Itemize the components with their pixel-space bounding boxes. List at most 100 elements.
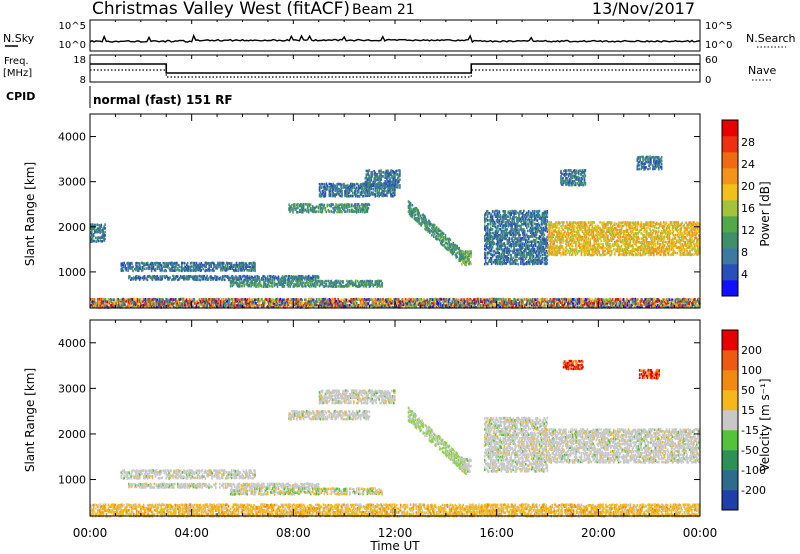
range-cell (506, 255, 508, 258)
range-cell (306, 203, 309, 207)
range-cell (356, 191, 359, 194)
range-cell (241, 275, 244, 279)
range-cell (538, 209, 541, 213)
range-cell (484, 251, 487, 255)
range-cell (495, 235, 498, 238)
range-cell (271, 282, 274, 285)
range-cell (391, 169, 393, 173)
range-cell (341, 210, 343, 214)
range-cell (453, 247, 456, 251)
range-cell (171, 278, 173, 282)
range-cell (162, 261, 165, 265)
range-cell (681, 221, 683, 225)
range-cell (337, 191, 339, 194)
range-cell (174, 261, 176, 265)
range-cell (410, 215, 413, 218)
range-cell (224, 264, 227, 267)
range-cell (496, 219, 499, 222)
range-cell (229, 263, 232, 267)
range-cell (338, 182, 340, 186)
range-cell (333, 281, 335, 284)
range-cell (512, 251, 514, 254)
range-cell (458, 247, 460, 250)
range-cell (277, 275, 280, 279)
range-cell (161, 267, 164, 270)
range-cell (98, 224, 101, 227)
range-cell (488, 242, 491, 246)
range-cell (120, 267, 123, 271)
range-cell (456, 255, 458, 259)
range-cell (393, 186, 395, 189)
range-cell (183, 265, 186, 268)
range-cell (379, 180, 381, 183)
range-cell (351, 210, 353, 213)
range-cell (493, 210, 496, 214)
range-cell (281, 283, 284, 286)
range-cell (135, 276, 138, 280)
range-cell (161, 275, 163, 278)
range-cell (491, 215, 494, 218)
range-cell (321, 189, 324, 193)
range-cell (127, 269, 129, 272)
range-cell (490, 249, 493, 253)
range-cell (389, 176, 391, 180)
range-cell (155, 275, 158, 279)
range-cell (228, 276, 231, 280)
range-cell (364, 206, 367, 210)
range-cell (436, 229, 438, 232)
range-cell (200, 261, 203, 265)
range-cell (301, 205, 303, 209)
range-cell (392, 169, 394, 173)
range-cell (352, 283, 354, 286)
range-cell (308, 276, 310, 280)
range-cell (361, 281, 364, 284)
range-cell (444, 236, 447, 240)
date-label: 13/Nov/2017 (592, 0, 695, 18)
range-cell (297, 204, 299, 208)
range-cell (320, 203, 323, 206)
range-cell (239, 268, 242, 272)
range-cell (320, 182, 323, 186)
range-cell (310, 209, 313, 212)
range-cell (484, 254, 487, 258)
range-cell (484, 226, 486, 229)
range-cell (301, 278, 303, 281)
range-cell (143, 276, 146, 280)
range-cell (101, 236, 103, 240)
range-cell (489, 245, 492, 249)
range-cell (304, 203, 307, 206)
range-cell (391, 180, 393, 183)
range-cell (414, 217, 417, 220)
range-cell (188, 277, 191, 280)
range-cell (329, 193, 332, 196)
range-cell (226, 267, 229, 271)
range-cell (361, 188, 364, 191)
range-cell (462, 257, 464, 260)
range-cell (508, 238, 510, 242)
range-cell (295, 275, 297, 279)
range-cell (269, 281, 272, 284)
range-cell (499, 237, 502, 240)
range-cell (352, 184, 354, 188)
range-cell (235, 279, 238, 283)
range-cell (322, 195, 325, 198)
range-cell (374, 189, 377, 193)
range-cell (367, 171, 370, 174)
range-cell (156, 277, 159, 281)
range-cell (324, 194, 327, 198)
range-cell (447, 246, 450, 250)
range-cell (104, 223, 106, 226)
range-cell (359, 284, 362, 288)
range-cell (484, 260, 487, 263)
range-cell (224, 265, 226, 269)
range-cell (281, 279, 284, 283)
range-cell (91, 227, 93, 231)
range-cell (503, 247, 506, 251)
range-cell (535, 236, 538, 240)
range-cell (371, 184, 374, 187)
range-cell (379, 169, 381, 173)
range-cell (502, 257, 505, 260)
range-cell (196, 267, 199, 271)
range-cell (539, 254, 542, 258)
range-cell (103, 236, 105, 239)
